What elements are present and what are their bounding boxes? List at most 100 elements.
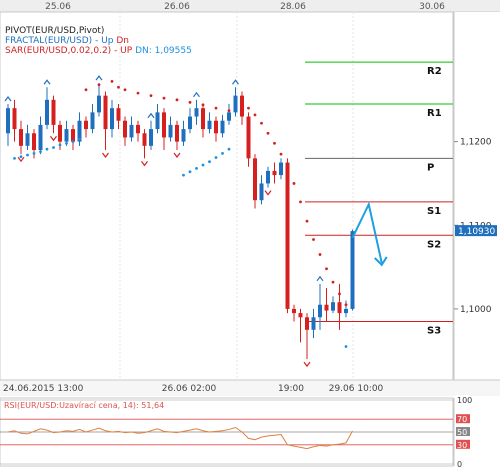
- candle-body: [324, 304, 329, 311]
- rsi-tick-label: 30: [457, 441, 467, 450]
- candle-body: [240, 95, 244, 117]
- sar-up-dot: [188, 100, 192, 104]
- candle-body: [188, 116, 192, 130]
- candle-body: [19, 129, 23, 146]
- last-price-label: 1,10930: [458, 227, 495, 237]
- sar-dn-dot: [45, 147, 49, 151]
- legend-pivot: PIVOT(EUR/USD,Pivot): [5, 26, 105, 36]
- candle-body: [344, 308, 348, 314]
- rsi-tick-label: 100: [457, 396, 472, 405]
- candle-body: [272, 170, 277, 176]
- sar-dn-dot: [201, 163, 205, 167]
- candle-body: [214, 120, 218, 134]
- fractal-dn-marker: [303, 361, 311, 368]
- candle-body: [285, 162, 290, 309]
- candle-body: [77, 120, 82, 142]
- rsi-tick-box: [456, 459, 470, 468]
- main-plot-area[interactable]: [0, 11, 454, 381]
- candle-body: [129, 124, 134, 138]
- fractal-dn-marker: [50, 135, 57, 142]
- fractal-dn-marker: [264, 190, 272, 196]
- pivot-levels: R2 R1 P S1 S2 S3: [305, 61, 453, 336]
- candle-body: [71, 129, 75, 142]
- sar-dn-dot: [19, 155, 23, 159]
- sar-up-dot: [286, 165, 289, 169]
- sar-up-dot: [247, 106, 250, 110]
- candle-body: [305, 317, 309, 330]
- fractal-up-marker: [4, 96, 12, 102]
- candle-body: [292, 308, 296, 314]
- candle-body: [266, 170, 270, 184]
- fractal-up-marker: [147, 112, 155, 119]
- legend-sar-name: SAR(EUR/USD,0.02,0.2): [5, 46, 112, 56]
- sar-up-dot: [117, 85, 120, 89]
- candle-body: [331, 302, 335, 311]
- sar-up-dot: [227, 109, 231, 113]
- top-date-3: 28.06: [280, 2, 306, 12]
- time-label-4: 29.06 10:00: [329, 384, 384, 394]
- candle-body: [110, 108, 114, 130]
- candle-body: [97, 95, 101, 113]
- candle-body: [116, 108, 121, 121]
- sar-up-dot: [136, 91, 140, 95]
- candle-body: [207, 120, 212, 130]
- candle-body: [337, 302, 342, 314]
- legend-fractal-up: Up: [101, 36, 114, 46]
- time-label-3: 19:00: [278, 384, 304, 394]
- fractal-up-marker: [316, 275, 324, 282]
- candle-body: [279, 162, 283, 176]
- sar-dn-dot: [214, 156, 218, 159]
- candle-body: [136, 124, 140, 134]
- candle-body: [6, 108, 10, 134]
- candle-body: [298, 313, 303, 318]
- candle-body: [162, 112, 166, 138]
- pivot-label-r1: R1: [427, 108, 442, 119]
- candle-body: [45, 99, 49, 125]
- fractals: [4, 75, 324, 368]
- last-price-marker: [455, 225, 497, 237]
- pivot-label-s1: S1: [427, 206, 441, 217]
- rsi-tick-box: [456, 414, 470, 424]
- candle-body: [123, 120, 127, 138]
- forecast-arrow-head: [374, 256, 388, 267]
- sar-up-dot: [97, 83, 101, 87]
- sar-dn-dot: [344, 345, 348, 348]
- candle-body: [175, 124, 179, 142]
- sar-up-dot: [201, 103, 205, 107]
- sar-up-dot: [331, 280, 335, 284]
- candle-body: [58, 124, 62, 142]
- sar-up-dot: [312, 238, 315, 241]
- rsi-tick-label: 50: [457, 428, 467, 437]
- candle-body: [311, 317, 316, 330]
- candle-body: [155, 112, 160, 130]
- candle-body: [51, 99, 56, 125]
- pivot-label-s2: S2: [427, 239, 441, 250]
- candle-body: [181, 129, 186, 142]
- sar-up-dot: [253, 113, 257, 117]
- pivot-label-s3: S3: [427, 325, 441, 336]
- sar-up-dot: [305, 219, 309, 223]
- sar-dn-dot: [78, 137, 81, 141]
- candle-body: [84, 120, 88, 130]
- sar-up-dot: [292, 182, 296, 185]
- sar-up-dot: [279, 152, 283, 156]
- price-tick-label: 1,1200: [460, 138, 492, 148]
- rsi-levels: 100 70 50 30 0: [0, 395, 472, 469]
- sar-up-dot: [344, 303, 348, 307]
- sar-up-dot: [338, 292, 341, 296]
- rsi-label: RSI(EUR/USD:Uzavírací cena, 14): 51,64: [4, 401, 164, 410]
- sar-up-dot: [318, 253, 322, 256]
- sar-dn-dot: [227, 147, 231, 151]
- fractal-up-marker: [193, 91, 200, 98]
- rsi-line: [7, 426, 353, 450]
- sar-up-dot: [325, 267, 328, 271]
- fractal-up-marker: [43, 79, 51, 85]
- price-axis: [454, 12, 500, 380]
- candle-body: [233, 95, 238, 113]
- sar-dn-dot: [195, 167, 198, 170]
- candle-body: [201, 108, 205, 130]
- sar-dn-dot: [39, 150, 42, 154]
- candle-body: [38, 124, 43, 150]
